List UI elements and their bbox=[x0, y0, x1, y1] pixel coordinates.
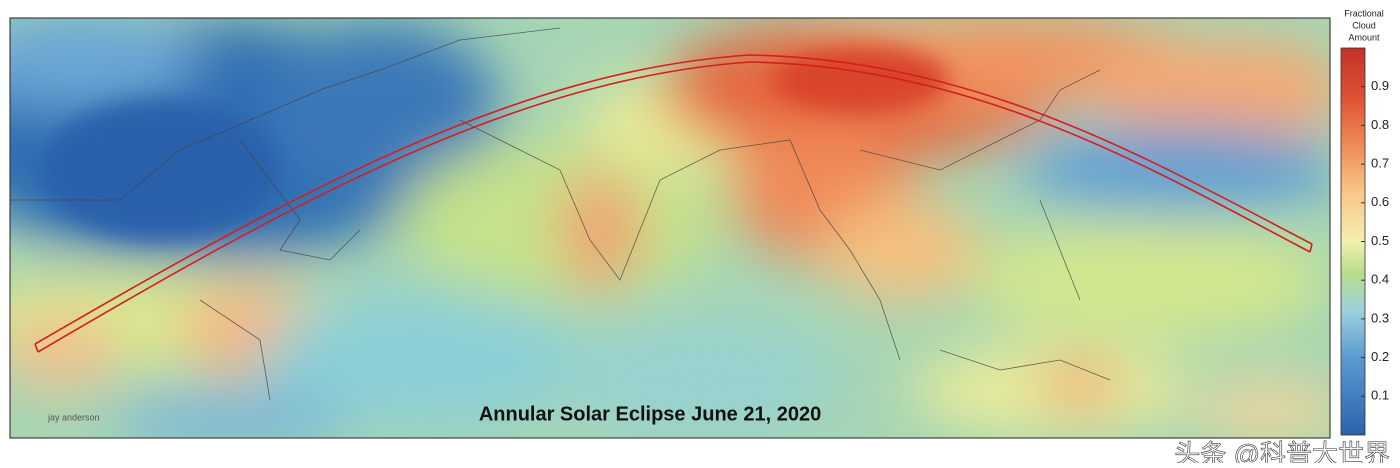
cloud-map bbox=[10, 18, 1330, 438]
colorbar-tick-label: 0.2 bbox=[1371, 349, 1389, 364]
colorbar-tick-label: 0.8 bbox=[1371, 117, 1389, 132]
watermark: 头条 @科普大世界 bbox=[1174, 439, 1390, 463]
map-frame bbox=[9, 17, 1331, 439]
colorbar-tick-label: 0.5 bbox=[1371, 233, 1389, 248]
colorbar-tick-label: 0.6 bbox=[1371, 194, 1389, 209]
colorbar: Fractional Cloud Amount bbox=[1340, 8, 1384, 436]
colorbar-tick-label: 0.1 bbox=[1371, 388, 1389, 403]
map-title: Annular Solar Eclipse June 21, 2020 bbox=[479, 403, 821, 425]
colorbar-tick-label: 0.7 bbox=[1371, 156, 1389, 171]
colorbar-tick-label: 0.9 bbox=[1371, 78, 1389, 93]
colorbar-tick-label: 0.3 bbox=[1371, 310, 1389, 325]
colorbar-label: Amount bbox=[1348, 32, 1380, 42]
colorbar-label: Cloud bbox=[1352, 20, 1376, 30]
colorbar-tick-label: 0.4 bbox=[1371, 272, 1389, 287]
colorbar-label: Fractional bbox=[1344, 8, 1384, 18]
eclipse-path bbox=[34, 54, 1313, 353]
credit: jay anderson bbox=[47, 412, 100, 422]
